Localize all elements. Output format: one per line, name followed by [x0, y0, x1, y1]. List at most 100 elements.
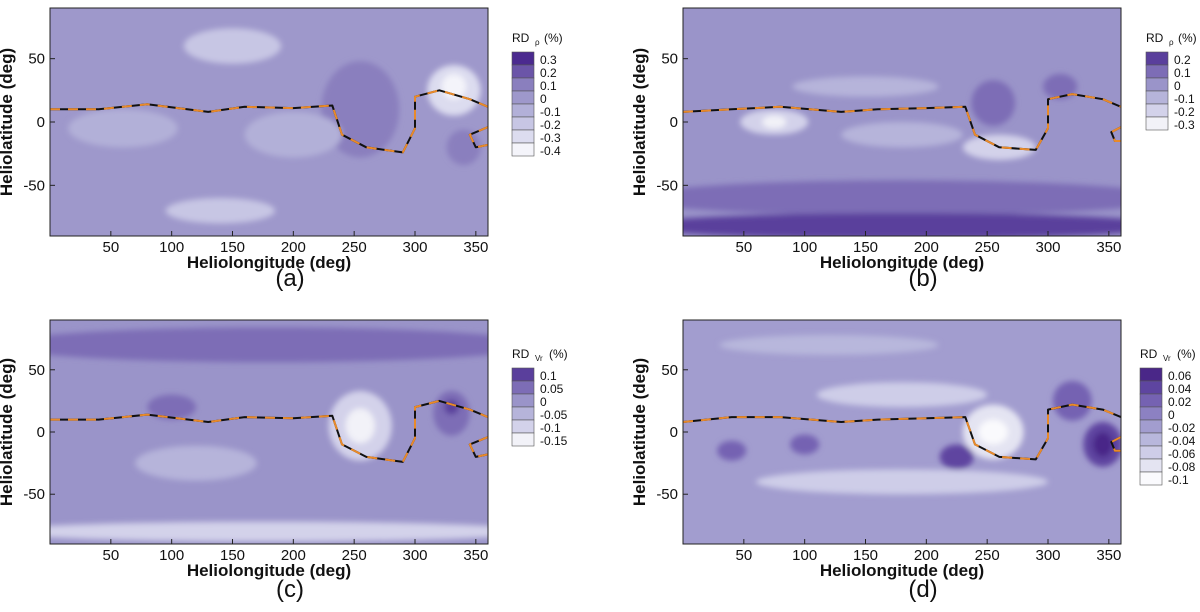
y-tick-label: 50 — [661, 51, 678, 68]
panel-label: (b) — [908, 265, 937, 292]
legend-swatch — [511, 432, 535, 447]
x-tick-label: 200 — [914, 239, 939, 256]
legend-unit: (%) — [544, 31, 563, 45]
chart-panel-1: 50 100 150 200 250 300 350 50 0 -50 Heliolongitude… — [0, 7, 563, 292]
legend-level-label: 0.1 — [540, 79, 557, 93]
legend-title: RD — [1146, 31, 1164, 45]
chart-panel-4: 50 100 150 200 250 300 350 50 0 -50 Heliolongitude… — [630, 319, 1196, 603]
y-tick-label: -50 — [656, 177, 678, 194]
plot-area — [50, 8, 488, 236]
panel-label: (d) — [908, 576, 937, 603]
contour-region — [719, 334, 939, 355]
x-tick-label: 300 — [1035, 239, 1060, 256]
legend-level-label: 0.05 — [540, 382, 564, 396]
contour-regions — [717, 334, 1121, 495]
x-tick-label: 250 — [975, 239, 1000, 256]
hcs-line-orange — [1110, 126, 1121, 142]
legend-swatch — [1145, 51, 1169, 66]
legend-swatch — [1139, 406, 1163, 421]
x-tick-label: 350 — [1096, 547, 1121, 564]
legend-level-label: 0.1 — [540, 369, 557, 383]
panel-label: (c) — [276, 576, 304, 603]
legend-level-label: -0.05 — [540, 408, 568, 422]
contour-region — [1043, 73, 1078, 100]
contour-region — [165, 198, 276, 224]
legend-swatch — [511, 129, 535, 144]
color-legend: RD Vr (%) 0.060.040.020-0.02-0.04-0.06-0.08… — [1139, 347, 1196, 487]
contour-region — [717, 440, 747, 461]
color-legend: RD ρ (%) 0.30.20.10-0.1-0.2-0.3-0.4 — [511, 31, 563, 158]
y-axis-title: Heliolatitude (deg) — [630, 48, 649, 196]
legend-swatch — [511, 77, 535, 92]
contour-region — [183, 28, 282, 64]
legend-title: RD — [512, 31, 530, 45]
x-tick-label: 300 — [1035, 547, 1060, 564]
y-tick-label: 0 — [37, 424, 45, 441]
legend-swatch — [511, 142, 535, 157]
legend-level-label: -0.3 — [540, 131, 561, 145]
contour-region — [50, 327, 488, 363]
hcs-line-orange — [50, 89, 488, 154]
y-axis-title: Heliolatitude (deg) — [630, 358, 649, 506]
contour-region — [244, 111, 342, 158]
y-tick-label: 0 — [670, 114, 678, 131]
legend-level-label: -0.1 — [1168, 473, 1189, 487]
legend-level-label: -0.1 — [540, 105, 561, 119]
contour-regions — [68, 28, 481, 224]
legend-level-label: 0.1 — [1174, 66, 1191, 80]
x-tick-label: 50 — [102, 239, 119, 256]
legend-subscript: Vr — [1163, 354, 1171, 363]
legend-title: RD — [1140, 347, 1158, 361]
legend-swatch — [1139, 445, 1163, 460]
y-tick-label: 50 — [28, 362, 45, 379]
x-tick-label: 300 — [402, 239, 427, 256]
y-tick-label: 50 — [661, 362, 678, 379]
legend-subscript: Vr — [535, 354, 543, 363]
hcs-line-orange — [683, 403, 1121, 461]
legend-level-label: -0.04 — [1168, 434, 1196, 448]
color-legend: RD Vr (%) 0.10.050-0.05-0.1-0.15 — [511, 347, 568, 448]
contour-region — [790, 434, 820, 455]
legend-unit: (%) — [1177, 347, 1196, 361]
contour-region — [135, 445, 257, 481]
legend-swatch — [1145, 116, 1169, 131]
legend-level-label: -0.1 — [540, 421, 561, 435]
legend-level-label: 0 — [540, 395, 547, 409]
panel-label: (a) — [275, 265, 304, 292]
x-axis-title: Heliolongitude (deg) — [820, 253, 984, 272]
contour-region — [345, 408, 375, 444]
legend-swatch — [511, 116, 535, 131]
y-tick-label: -50 — [656, 486, 678, 503]
chart-panel-2: 50 100 150 200 250 300 350 50 0 -50 Heliolongitude… — [630, 7, 1197, 292]
x-tick-label: 300 — [402, 547, 427, 564]
x-tick-label: 100 — [792, 239, 817, 256]
legend-swatch — [1139, 393, 1163, 408]
x-tick-label: 100 — [159, 547, 184, 564]
legend-swatch — [1145, 103, 1169, 118]
legend-swatch — [511, 90, 535, 105]
contour-region — [971, 80, 1016, 126]
y-axis-title: Heliolatitude (deg) — [0, 48, 16, 196]
legend-level-label: -0.1 — [1174, 92, 1195, 106]
contour-region — [50, 521, 488, 542]
legend-swatch — [511, 380, 535, 395]
x-axis-title: Heliolongitude (deg) — [820, 561, 984, 580]
y-tick-label: -50 — [23, 486, 45, 503]
hcs-line-orange — [1110, 436, 1121, 452]
legend-swatch — [1139, 419, 1163, 434]
legend-swatch — [511, 367, 535, 382]
contour-regions — [683, 73, 1121, 236]
contour-region — [68, 109, 178, 148]
x-axis-title: Heliolongitude (deg) — [187, 253, 351, 272]
x-tick-label: 200 — [914, 547, 939, 564]
legend-level-label: -0.2 — [1174, 105, 1195, 119]
legend-swatch — [511, 393, 535, 408]
hcs-line-orange — [468, 436, 488, 458]
contour-region — [1093, 432, 1113, 457]
x-tick-label: 100 — [159, 239, 184, 256]
legend-swatch — [1145, 77, 1169, 92]
legend-subscript: ρ — [1169, 38, 1174, 47]
x-tick-label: 50 — [735, 547, 752, 564]
legend-level-label: 0.2 — [540, 66, 557, 80]
